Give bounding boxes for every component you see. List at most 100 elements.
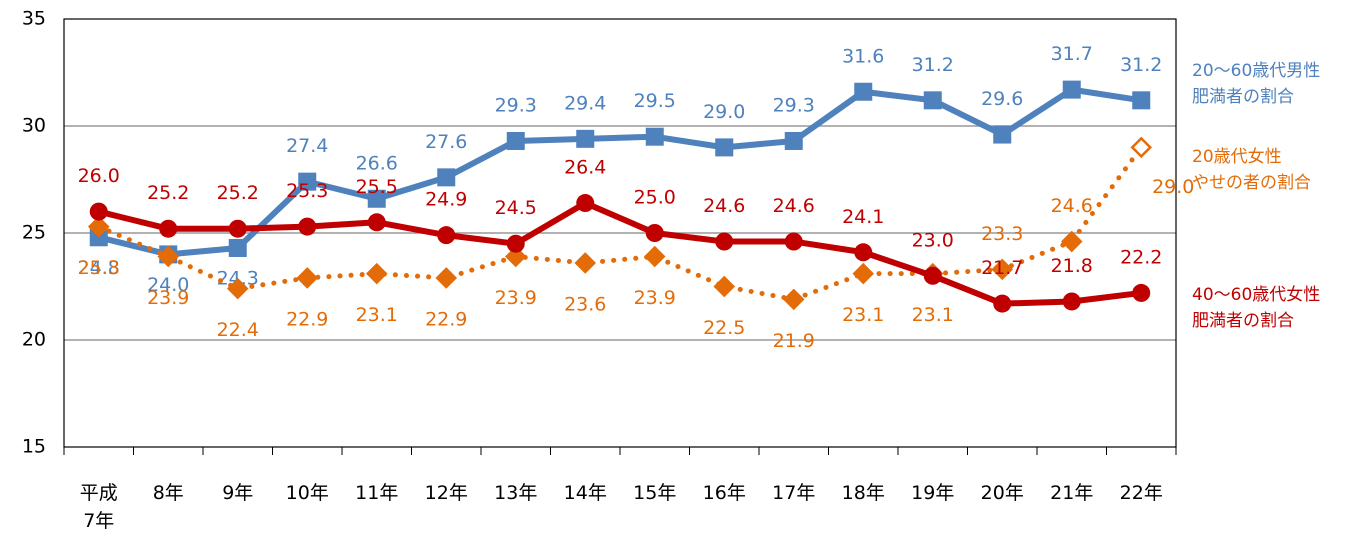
data-label: 27.4: [286, 135, 328, 157]
marker: [365, 262, 388, 285]
data-label: 24.9: [425, 189, 467, 211]
y-tick-label: 35: [22, 8, 46, 30]
marker: [1062, 80, 1081, 99]
series-line: [95, 86, 1145, 258]
marker: [298, 217, 317, 236]
data-label: 21.9: [773, 330, 815, 352]
data-label: 29.5: [634, 90, 676, 112]
data-label: 29.3: [773, 94, 815, 116]
x-tick-label: 22年: [1119, 482, 1163, 504]
marker: [435, 267, 458, 289]
data-label: 23.3: [981, 223, 1023, 245]
data-label: 31.2: [912, 54, 954, 76]
data-label: 29.6: [981, 88, 1023, 110]
marker: [713, 275, 736, 298]
data-label: 29.0: [703, 101, 745, 123]
data-label: 23.1: [356, 304, 398, 326]
data-label: 23.6: [564, 293, 606, 315]
data-label: 25.0: [634, 187, 676, 209]
x-tick-label: 13年: [494, 482, 538, 504]
data-label: 23.9: [147, 287, 189, 309]
data-label: 26.6: [356, 152, 398, 174]
x-tick-label: 16年: [702, 482, 746, 504]
x-tick-label: 12年: [424, 482, 468, 504]
x-tick-label: 18年: [841, 482, 885, 504]
x-tick-label: 9年: [222, 482, 254, 504]
data-label: 24.6: [703, 195, 745, 217]
marker: [645, 127, 664, 146]
marker: [87, 215, 110, 238]
marker: [1060, 230, 1083, 253]
marker: [157, 245, 180, 268]
data-label: 24.0: [147, 274, 189, 296]
data-label: 31.6: [842, 45, 884, 67]
marker: [854, 243, 873, 262]
marker: [574, 252, 597, 274]
marker: [367, 189, 386, 208]
marker: [159, 219, 178, 238]
series-line: [96, 144, 1144, 302]
marker: [782, 288, 805, 311]
x-tick-label: 15年: [633, 482, 677, 504]
marker: [89, 202, 108, 221]
data-label: 24.8: [78, 257, 120, 279]
y-tick-label: 15: [22, 436, 46, 458]
legend-entry: 20〜60歳代男性 肥満者の割合: [1192, 61, 1321, 107]
data-label: 23.1: [912, 304, 954, 326]
marker: [228, 238, 247, 257]
data-label: 25.2: [147, 182, 189, 204]
data-label: 21.8: [1051, 255, 1093, 277]
marker: [993, 125, 1012, 144]
data-label: 26.4: [564, 157, 606, 179]
marker: [1062, 292, 1081, 311]
data-label: 22.9: [286, 308, 328, 330]
y-tick-label: 25: [22, 222, 46, 244]
data-label: 22.4: [217, 319, 259, 341]
marker: [228, 219, 247, 238]
marker: [715, 138, 734, 157]
x-tick-label: 11年: [355, 482, 399, 504]
marker: [296, 267, 319, 289]
x-tick-label: 14年: [563, 482, 607, 504]
marker: [437, 226, 456, 245]
legend-entry: 20歳代女性 やせの者の割合: [1192, 147, 1311, 193]
x-tick-label: 10年: [285, 482, 329, 504]
data-label: 23.1: [842, 304, 884, 326]
data-label: 29.4: [564, 92, 606, 114]
marker: [643, 245, 666, 268]
data-label: 29.0: [1152, 176, 1194, 198]
x-tick-label: 19年: [911, 482, 955, 504]
series-line: [95, 200, 1145, 307]
marker: [784, 131, 803, 150]
data-label: 22.2: [1120, 246, 1162, 268]
marker: [993, 294, 1012, 313]
marker: [1130, 136, 1153, 159]
marker: [852, 262, 875, 285]
data-label: 21.7: [981, 257, 1023, 279]
marker: [645, 224, 664, 242]
marker: [504, 245, 527, 268]
marker: [923, 91, 942, 110]
marker: [784, 232, 803, 251]
data-label: 24.6: [1051, 195, 1093, 217]
marker: [576, 129, 595, 148]
data-label: 23.0: [912, 229, 954, 251]
marker: [923, 266, 942, 285]
data-label: 31.7: [1051, 43, 1093, 65]
marker: [1132, 283, 1151, 302]
marker: [576, 194, 595, 213]
data-label: 25.3: [286, 180, 328, 202]
data-label: 24.6: [773, 195, 815, 217]
y-tick-label: 20: [22, 329, 46, 351]
legend-entry: 40〜60歳代女性 肥満者の割合: [1192, 285, 1321, 331]
x-tick-label: 8年: [152, 482, 184, 504]
marker: [506, 131, 525, 150]
marker: [298, 172, 317, 191]
marker: [226, 277, 249, 300]
data-label: 27.6: [425, 131, 467, 153]
data-label: 22.5: [703, 317, 745, 339]
data-label: 23.9: [634, 287, 676, 309]
data-label: 24.1: [842, 206, 884, 228]
data-label: 29.3: [495, 94, 537, 116]
